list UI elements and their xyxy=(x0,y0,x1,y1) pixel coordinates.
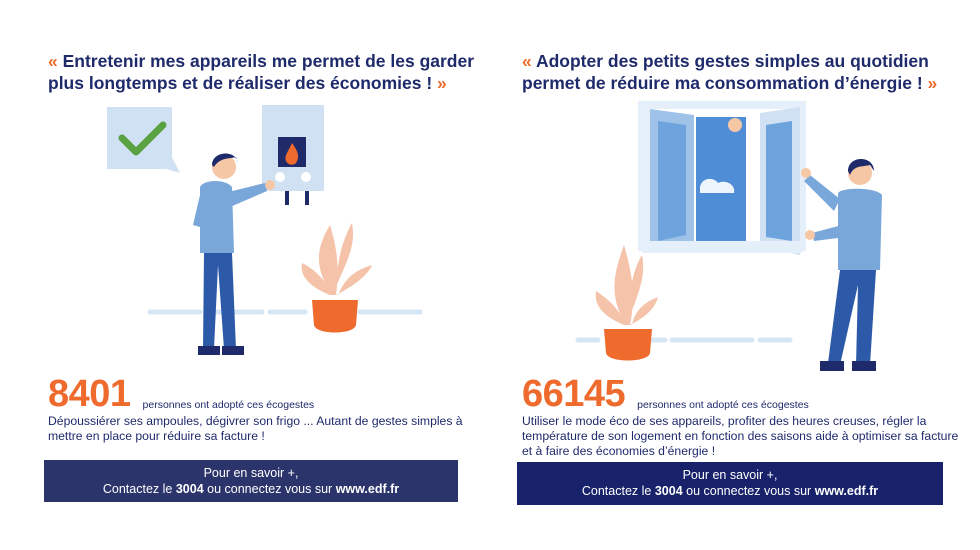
right-infographic: « Adopter des petits gestes simples au q… xyxy=(490,0,960,550)
check-bubble-icon xyxy=(107,107,180,173)
banner-contact-prefix: Contactez le xyxy=(102,482,176,496)
plant-icon xyxy=(595,245,658,361)
right-quote-text: Adopter des petits gestes simples au quo… xyxy=(522,51,929,93)
adoption-count: 66145 xyxy=(522,373,626,415)
left-infographic: « Entretenir mes appareils me permet de … xyxy=(0,0,474,550)
banner-line2: Contactez le 3004 ou connectez vous sur … xyxy=(44,481,458,497)
boiler-icon xyxy=(262,105,324,205)
right-quote: « Adopter des petits gestes simples au q… xyxy=(522,50,962,94)
website-link[interactable]: www.edf.fr xyxy=(814,484,879,498)
banner-line2: Contactez le 3004 ou connectez vous sur … xyxy=(517,483,943,499)
adoption-label: personnes ont adopté ces écogestes xyxy=(637,399,809,411)
quote-open-mark: « xyxy=(48,51,58,71)
window-icon xyxy=(638,101,806,255)
left-quote-text: Entretenir mes appareils me permet de le… xyxy=(48,51,475,93)
banner-contact-middle: ou connectez vous sur xyxy=(682,484,815,498)
quote-open-mark: « xyxy=(522,51,532,71)
quote-close-mark: » xyxy=(927,73,938,93)
phone-number: 3004 xyxy=(175,482,204,496)
banner-line1: Pour en savoir +, xyxy=(203,466,299,480)
left-contact-banner: Pour en savoir +, Contactez le 3004 ou c… xyxy=(44,460,458,502)
banner-line1: Pour en savoir +, xyxy=(682,468,778,482)
left-description: Dépoussiérer ses ampoules, dégivrer son … xyxy=(48,414,463,443)
right-stat-block: 66145 personnes ont adopté ces écogestes… xyxy=(522,373,962,459)
boiler-maintenance-illustration xyxy=(107,105,423,355)
adoption-count: 8401 xyxy=(48,373,131,415)
right-contact-banner: Pour en savoir +, Contactez le 3004 ou c… xyxy=(517,462,943,505)
person-figure xyxy=(801,159,882,371)
quote-close-mark: » xyxy=(437,73,447,93)
banner-contact-middle: ou connectez vous sur xyxy=(203,482,336,496)
left-quote: « Entretenir mes appareils me permet de … xyxy=(48,50,478,94)
person-figure xyxy=(193,153,275,355)
right-description: Utiliser le mode éco de ses appareils, p… xyxy=(522,414,959,458)
left-stat-block: 8401 personnes ont adopté ces écogestes … xyxy=(48,373,468,444)
adoption-label: personnes ont adopté ces écogestes xyxy=(142,399,315,411)
banner-contact-prefix: Contactez le xyxy=(581,484,655,498)
plant-icon xyxy=(301,223,372,333)
website-link[interactable]: www.edf.fr xyxy=(335,482,400,496)
phone-number: 3004 xyxy=(654,484,683,498)
window-illustration xyxy=(575,101,882,371)
